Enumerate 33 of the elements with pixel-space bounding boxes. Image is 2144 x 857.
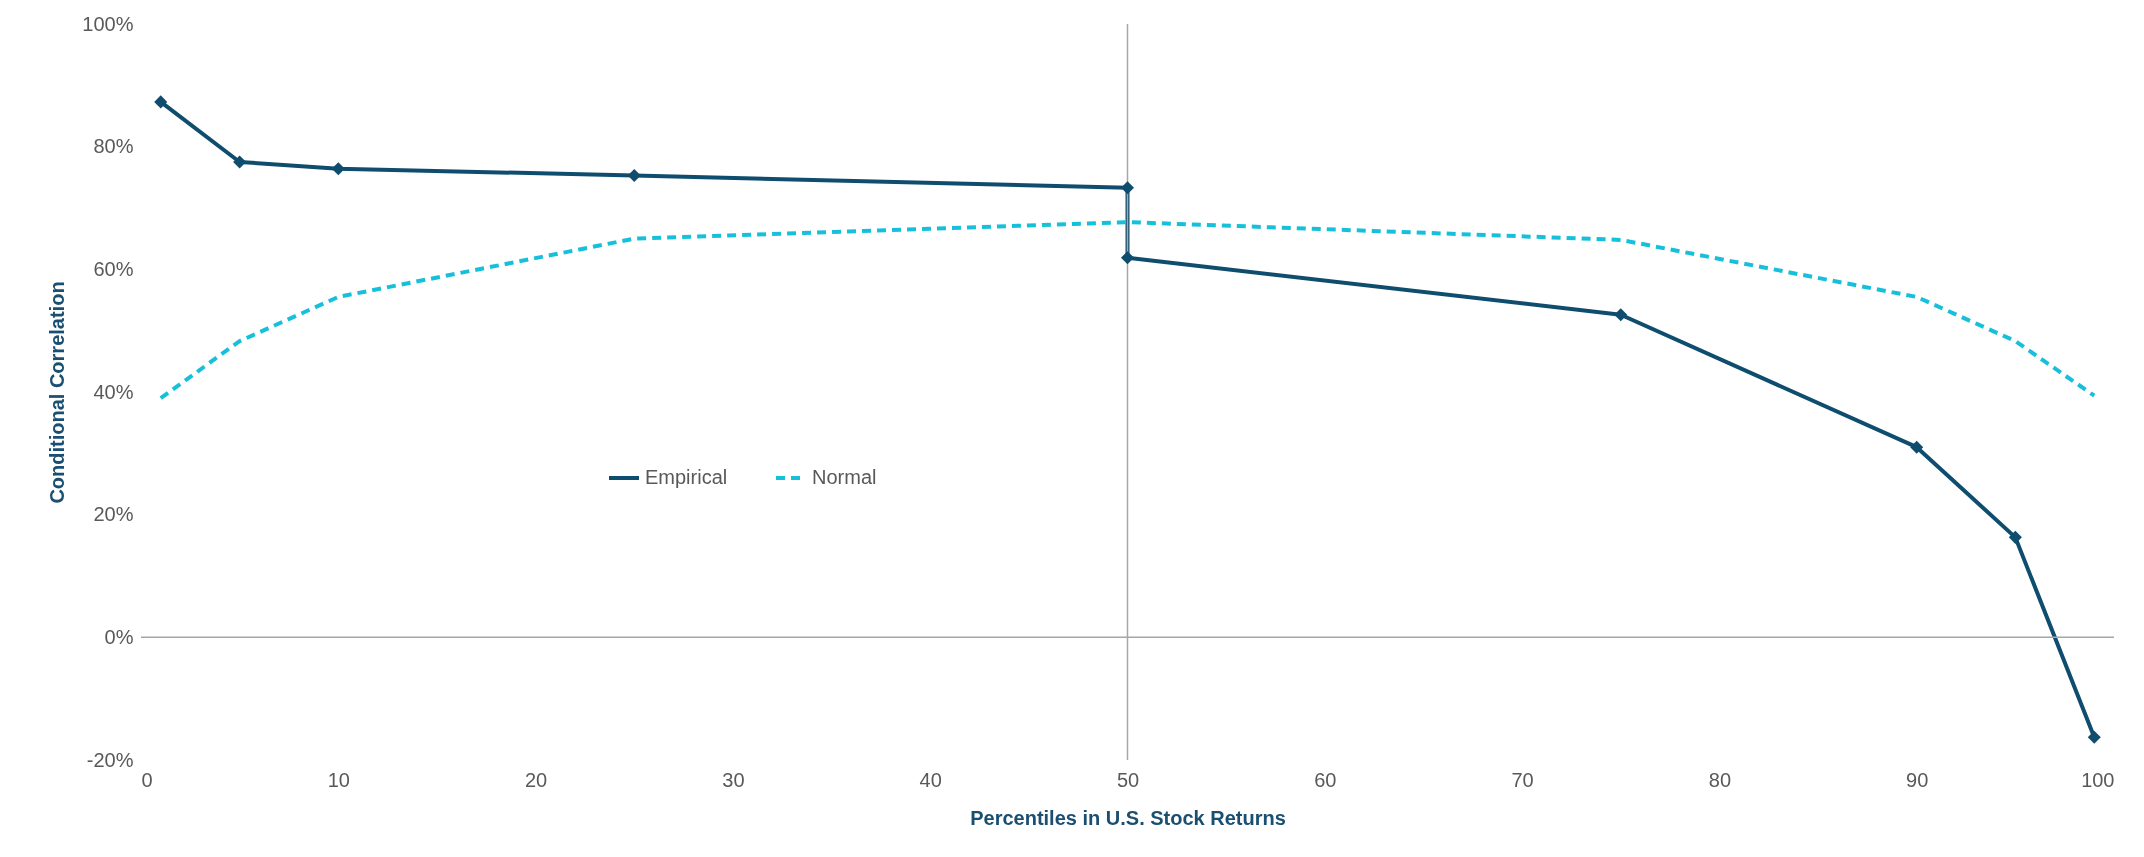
legend-label: Normal <box>812 466 877 488</box>
x-axis-title: Percentiles in U.S. Stock Returns <box>970 806 1286 829</box>
x-tick-label: 80 <box>1708 768 1732 791</box>
point <box>1910 440 1924 454</box>
x-tick-label: 30 <box>722 768 745 791</box>
point <box>154 95 168 109</box>
y-tick-label: 20% <box>93 503 134 526</box>
y-tick-label: 80% <box>93 135 134 158</box>
x-tick-label: 90 <box>1906 768 1929 791</box>
point <box>1120 251 1135 265</box>
x-tick-label: 10 <box>327 768 350 791</box>
x-tick-label: 100 <box>2081 768 2115 791</box>
y-axis-title: Conditional Correlation <box>46 281 69 504</box>
line-series <box>158 220 2097 401</box>
point <box>2087 730 2101 744</box>
x-tick-label: 40 <box>919 768 942 791</box>
x-tick-label: 60 <box>1314 768 1337 791</box>
legend-label: Empirical <box>645 466 728 488</box>
y-tick-label: 0% <box>104 625 134 648</box>
point <box>1614 308 1628 322</box>
x-tick-label: 0 <box>141 768 153 791</box>
point <box>2008 530 2022 544</box>
point <box>331 162 345 176</box>
y-tick-label: -20% <box>86 748 134 771</box>
x-tick-label: 50 <box>1116 768 1140 791</box>
x-tick-label: 70 <box>1511 768 1534 791</box>
y-tick-label: 40% <box>93 380 134 403</box>
y-tick-label: 60% <box>93 257 134 280</box>
point <box>233 155 247 169</box>
x-tick-label: 20 <box>524 768 548 791</box>
point <box>1120 181 1135 195</box>
y-tick-label: 100% <box>82 12 134 35</box>
point <box>627 168 641 183</box>
